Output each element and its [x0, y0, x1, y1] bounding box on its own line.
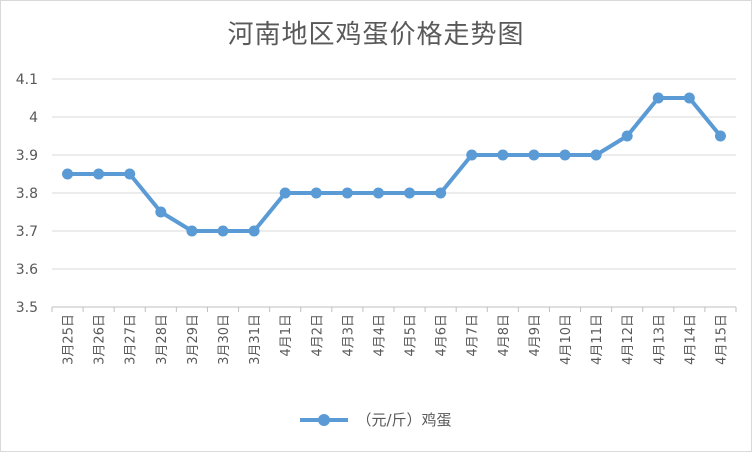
data-point	[62, 168, 74, 180]
data-point	[186, 225, 198, 237]
x-tick-label: 3月27日	[124, 314, 139, 365]
data-point	[248, 225, 260, 237]
chart-title: 河南地区鸡蛋价格走势图	[227, 20, 525, 50]
data-point	[435, 187, 447, 199]
x-tick-label: 4月15日	[714, 314, 729, 365]
y-tick-label: 3.8	[16, 186, 38, 202]
data-point	[341, 187, 353, 199]
x-tick-label: 4月10日	[559, 314, 574, 365]
data-point	[621, 130, 633, 142]
data-point	[217, 225, 229, 237]
legend-label: （元/斤）鸡蛋	[356, 410, 452, 429]
data-point	[124, 168, 136, 180]
data-point	[466, 149, 478, 161]
y-axis-ticks: 3.5 3.6 3.7 3.8 3.9 4 4.1	[16, 72, 38, 316]
series-line	[67, 96, 723, 233]
x-tick-label: 4月14日	[683, 314, 698, 365]
x-tick-label: 4月5日	[404, 314, 419, 357]
y-tick-label: 4	[29, 110, 38, 126]
data-point	[683, 92, 695, 104]
data-point	[497, 149, 509, 161]
gridlines	[52, 78, 736, 308]
x-tick-label: 4月7日	[466, 314, 481, 357]
x-tick-label: 3月31日	[248, 314, 263, 365]
x-tick-label: 3月26日	[93, 314, 108, 365]
data-point	[404, 187, 416, 199]
y-tick-label: 4.1	[16, 72, 38, 88]
x-tick-label: 4月9日	[528, 314, 543, 357]
x-tick-label: 3月28日	[155, 314, 170, 365]
data-point	[310, 187, 322, 199]
x-tick-label: 4月8日	[497, 314, 512, 357]
y-tick-label: 3.9	[16, 148, 38, 164]
data-point	[714, 130, 726, 142]
x-tick-label: 3月29日	[186, 314, 201, 365]
data-point	[652, 92, 664, 104]
legend-swatch	[300, 409, 349, 429]
data-point	[279, 187, 291, 199]
y-tick-label: 3.5	[16, 300, 38, 316]
x-axis-ticks: 3月25日 3月26日 3月27日 3月28日 3月29日 3月30日 3月31日 4月1日 4…	[51, 307, 737, 365]
y-tick-label: 3.7	[16, 224, 38, 240]
data-point	[93, 168, 105, 180]
x-tick-label: 4月2日	[310, 314, 325, 357]
data-point	[559, 149, 571, 161]
x-tick-label: 4月3日	[341, 314, 356, 357]
x-tick-label: 4月13日	[652, 314, 667, 365]
x-tick-label: 3月30日	[217, 314, 232, 365]
legend: （元/斤）鸡蛋	[0, 406, 752, 432]
series-group	[62, 92, 726, 237]
data-point	[155, 206, 167, 218]
data-point	[528, 149, 540, 161]
x-tick-label: 3月25日	[62, 314, 77, 365]
x-tick-label: 4月11日	[590, 314, 605, 365]
x-tick-label: 4月12日	[621, 314, 636, 365]
data-point	[372, 187, 384, 199]
data-point	[590, 149, 602, 161]
x-tick-label: 4月4日	[372, 314, 387, 357]
x-tick-label: 4月6日	[435, 314, 450, 357]
x-tick-label: 4月1日	[279, 314, 294, 357]
y-tick-label: 3.6	[16, 262, 38, 278]
